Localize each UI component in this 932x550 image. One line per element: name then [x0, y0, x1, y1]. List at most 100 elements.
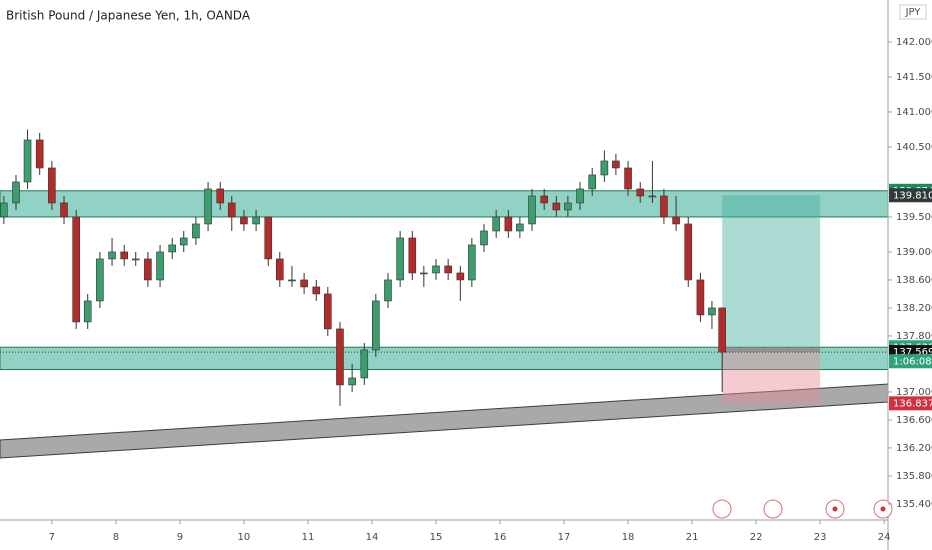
- event-dot: [832, 506, 838, 512]
- candle-body: [516, 223, 524, 232]
- candle-body: [323, 293, 332, 330]
- candle-body: [564, 202, 572, 211]
- y-tick-label: 138.200: [896, 303, 932, 314]
- currency-box: [899, 4, 927, 20]
- candle-body: [492, 216, 500, 232]
- event-markers: [712, 499, 893, 519]
- y-tick-label: 140.500: [896, 142, 932, 153]
- candle-body: [312, 286, 321, 295]
- stop-area: [722, 347, 821, 404]
- candle-body: [48, 167, 56, 204]
- event-icon: [763, 499, 783, 519]
- x-tick-label: 9: [177, 532, 183, 543]
- y-tick-label: 136.200: [896, 443, 932, 454]
- y-tick-label: 137.800: [896, 331, 932, 342]
- candle-body: [204, 188, 212, 225]
- candle-body: [264, 216, 273, 260]
- candle-body: [718, 307, 726, 353]
- event-dot: [880, 506, 886, 512]
- candle-body: [120, 251, 129, 260]
- candle-body: [23, 139, 32, 183]
- candle-body: [432, 265, 440, 274]
- candle-body: [624, 167, 632, 190]
- candle-body: [131, 258, 140, 261]
- y-tick-label: 135.400: [896, 499, 932, 510]
- candle-body: [672, 216, 680, 225]
- candle-body: [528, 195, 536, 225]
- candle-body: [384, 279, 392, 302]
- x-tick-label: 22: [750, 532, 763, 543]
- price-label: 139.810: [893, 190, 932, 201]
- x-tick-label: 14: [366, 532, 379, 543]
- candle-body: [72, 216, 80, 323]
- x-tick-label: 17: [558, 532, 571, 543]
- event-icon: [712, 499, 732, 519]
- candle-body: [600, 160, 609, 176]
- y-tick-label: 139.500: [896, 212, 932, 223]
- x-tick-label: 23: [814, 532, 827, 543]
- candle-body: [156, 251, 164, 281]
- candle-body: [552, 202, 561, 211]
- zone: [0, 190, 889, 218]
- y-tick-label: 136.600: [896, 415, 932, 426]
- candle-body: [240, 216, 248, 225]
- candle-body: [288, 279, 296, 282]
- candle-body: [83, 300, 92, 323]
- y-tick-label: 141.000: [896, 107, 932, 118]
- candle-body: [0, 202, 8, 218]
- candle-body: [360, 349, 369, 379]
- target-area: [722, 195, 821, 348]
- candle-body: [540, 195, 548, 204]
- y-tick-label: 139.000: [896, 247, 932, 258]
- candle-body: [252, 216, 260, 225]
- candle-body: [612, 160, 620, 169]
- y-tick-label: 138.600: [896, 275, 932, 286]
- plot: [0, 129, 889, 406]
- currency-label: JPY: [905, 7, 922, 18]
- x-tick-label: 8: [113, 532, 119, 543]
- x-tick-label: 10: [238, 532, 251, 543]
- candle-body: [696, 279, 705, 316]
- x-tick-label: 15: [430, 532, 443, 543]
- x-tick-label: 18: [622, 532, 635, 543]
- candle-body: [96, 258, 104, 302]
- candle-body: [588, 174, 597, 190]
- candle-body: [504, 216, 513, 232]
- candle-body: [684, 223, 693, 281]
- x-tick-label: 16: [494, 532, 507, 543]
- x-tick-label: 7: [49, 532, 55, 543]
- candle-body: [60, 202, 68, 218]
- y-tick-label: 142.000: [896, 37, 932, 48]
- open-pnl: [722, 347, 821, 353]
- candle-body: [468, 244, 476, 281]
- candle-body: [179, 237, 188, 246]
- candle-body: [636, 188, 645, 197]
- countdown-box: [889, 354, 932, 369]
- price-label-box: [889, 188, 932, 203]
- candle-body: [444, 265, 452, 274]
- candle-body: [168, 244, 177, 253]
- candle-body: [108, 251, 116, 260]
- candle-body: [420, 272, 428, 275]
- candle-body: [708, 307, 716, 316]
- x-tick-label: 11: [302, 532, 315, 543]
- candle-body: [576, 188, 584, 204]
- candle-body: [456, 272, 465, 281]
- y-tick-label: 135.800: [896, 471, 932, 482]
- candle-body: [300, 279, 308, 288]
- candle-body: [336, 328, 344, 386]
- candle-body: [408, 237, 417, 274]
- candle-body: [648, 195, 657, 198]
- candle-body: [275, 258, 284, 281]
- candle-body: [372, 300, 380, 351]
- candle-body: [216, 188, 225, 204]
- candle-body: [660, 195, 668, 218]
- chart-title: British Pound / Japanese Yen, 1h, OANDA: [6, 9, 251, 23]
- price-label-box: [889, 396, 932, 411]
- candle-body: [35, 139, 44, 169]
- x-tick-label: 21: [686, 532, 699, 543]
- price-label: 136.837: [893, 398, 932, 409]
